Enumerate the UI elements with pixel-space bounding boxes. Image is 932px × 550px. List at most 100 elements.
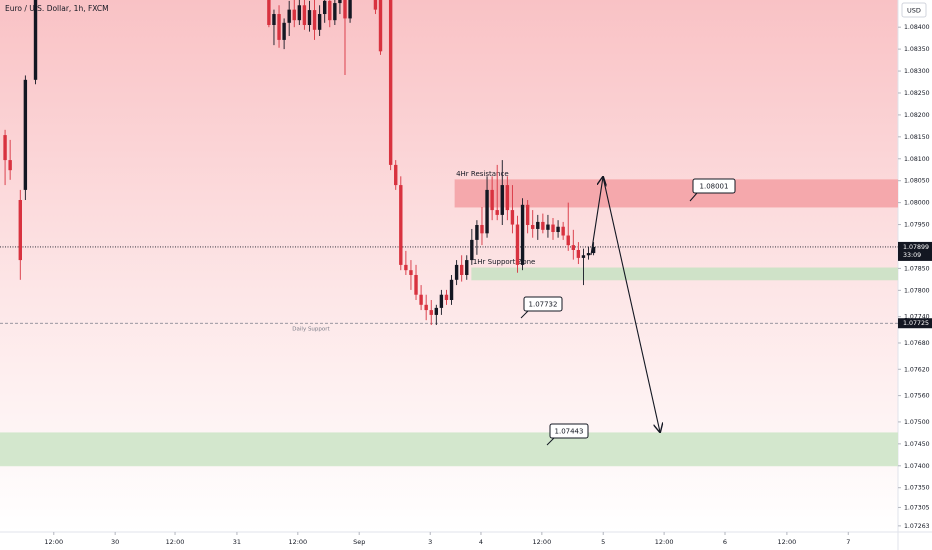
x-tick-label: 3 [428,538,432,546]
candle-body [556,226,560,233]
candle-body [500,185,504,215]
candle-body [378,0,383,52]
zone-label: 1Hr Support Zone [473,258,536,266]
candle-body [525,204,530,225]
callout: 1.07732 [520,296,563,319]
candle-body [449,279,454,300]
candle-body [302,5,307,25]
candle-body [444,294,449,300]
arrow-up [590,177,603,256]
y-tick-label: 1.07450 [904,441,930,448]
y-axis: 1.08400 1.08350 1.08300 1.08250 1.08200 1.081… [898,24,930,530]
y-tick-label: 1.07680 [904,340,930,347]
currency-label[interactable]: USD [907,7,921,15]
last-price-tag [898,241,932,261]
candle-body [399,185,403,265]
candle-body [439,294,444,308]
daily-support-label: Daily Support [292,327,330,333]
y-tick-label: 1.07305 [904,504,930,511]
x-tick-label: 12:00 [655,538,674,546]
y-tick-label: 1.08050 [904,178,930,185]
y-tick-label: 1.08000 [904,200,930,207]
x-tick-label: 12:00 [778,538,797,546]
price-lines: Daily Support [0,246,898,333]
daily-support-text: 1.07725 [903,320,929,327]
candle-body [3,135,7,161]
candle-body [434,307,439,315]
y-tick-label: 1.07560 [904,393,930,400]
x-tick-label: 12:00 [166,538,185,546]
currency-button[interactable] [901,2,927,18]
zone-label: 4Hr Resistance [456,170,509,178]
callout-box [523,296,563,312]
candle-body [312,10,317,30]
candle-body [8,160,12,171]
candle-body [520,204,525,265]
candle-body [485,189,489,234]
zone [0,432,898,467]
candle-body [272,14,276,25]
candle-body [287,9,291,23]
candle-body [414,274,418,295]
countdown-text: 33:09 [903,252,921,259]
chart-title: Euro / U.S. Dollar, 1h, FXCM [5,4,109,13]
candle-body [292,9,296,21]
y-tick-label: 1.07350 [904,485,930,492]
y-tick-label: 1.08200 [904,112,930,119]
candle-body [510,210,515,225]
candle-body [541,221,545,230]
candle-body [409,270,413,275]
callout-text: 1.07443 [555,428,584,436]
candles [3,0,596,325]
candle-body [546,224,550,230]
y-tick-label: 1.08250 [904,90,930,97]
candle-body [566,235,570,246]
forecast-arrows [590,177,660,432]
y-tick-label: 1.08400 [904,24,930,31]
candle-body [333,3,337,21]
candle-body [394,164,398,186]
time-axis-panel [0,532,898,550]
x-tick-label: 31 [233,538,241,546]
callout-pointer [546,437,555,446]
x-axis: 12:00 30 12:00 31 12:00 Sep 3 4 12:00 5 12:00 6 12:0… [44,532,850,546]
candle-body [581,255,586,258]
candle-body [495,210,499,215]
candle-body [480,224,484,234]
candle-body [282,22,286,40]
candle-body [490,189,494,211]
candle-body [23,79,28,190]
y-tick-label: 1.07740 [904,314,930,321]
candle-body [404,264,408,271]
zones: 4Hr Resistance 1Hr Support Zone [0,170,898,467]
candle-body [571,245,575,250]
y-tick-label: 1.07620 [904,366,930,373]
candle-body [586,253,591,256]
candle-body [323,0,327,15]
y-tick-label: 1.08350 [904,46,930,53]
callout-text: 1.07732 [529,301,558,309]
callout-box [692,178,736,194]
x-tick-label: 5 [601,538,605,546]
candle-body [561,226,565,236]
callout-pointer [689,192,698,202]
candle-body [328,0,332,21]
candle-body [297,5,302,21]
callout-text: 1.08001 [700,183,729,191]
candle-body [18,199,22,261]
x-tick-label: 30 [111,538,119,546]
x-tick-label: 4 [479,538,483,546]
y-tick-label: 1.07263 [904,523,930,530]
candle-body [475,224,479,240]
zone [471,267,898,281]
candle-body [388,0,393,165]
y-tick-label: 1.07950 [904,222,930,229]
candle-body [536,221,540,229]
candle-body [307,10,312,25]
daily-support-tag [898,318,932,329]
candle-body [373,0,378,10]
price-axis-panel [898,0,932,550]
candle-body [277,14,281,40]
